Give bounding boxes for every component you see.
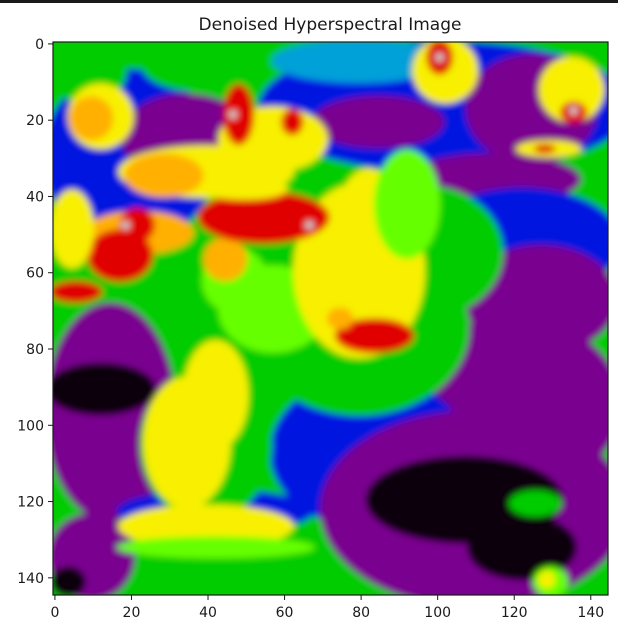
window-top-border xyxy=(0,0,618,3)
heatmap-region-orange xyxy=(69,96,114,141)
heatmap-region-red xyxy=(119,207,155,243)
heatmap-image xyxy=(53,42,608,595)
x-tick-label: 120 xyxy=(501,605,528,621)
heatmap-region-light_grey xyxy=(435,52,444,62)
y-tick-label: 80 xyxy=(26,342,44,358)
x-tick-label: 100 xyxy=(424,605,451,621)
x-tick-label: 60 xyxy=(276,605,294,621)
heatmap-region-yellow xyxy=(53,189,95,269)
heatmap-region-light_green xyxy=(374,149,441,259)
heatmap-region-black xyxy=(466,514,577,581)
heatmap-region-yellow xyxy=(538,570,556,589)
heatmap-region-green xyxy=(141,42,252,92)
heatmap-region-purple xyxy=(312,95,445,149)
x-tick-label: 80 xyxy=(352,605,370,621)
y-axis: 0 20 40 60 80 100 120 140 xyxy=(17,37,53,587)
heatmap-region-red xyxy=(533,144,556,154)
heatmap-region-light_grey xyxy=(228,110,238,119)
y-tick-label: 20 xyxy=(26,113,44,129)
heatmap-region-light_green xyxy=(116,536,315,559)
heatmap-region-light_grey xyxy=(121,220,131,230)
y-tick-label: 120 xyxy=(17,495,44,511)
heatmap-region-orange xyxy=(326,307,354,330)
x-axis: 0 20 40 60 80 100 120 140 xyxy=(50,595,604,621)
heatmap-region-light_grey xyxy=(305,220,314,230)
heatmap-region-orange xyxy=(203,237,248,282)
x-tick-label: 0 xyxy=(50,605,59,621)
heatmap-region-cyan xyxy=(271,42,448,83)
heatmap-region-yellow xyxy=(143,376,231,509)
heatmap-region-orange xyxy=(124,153,204,198)
heatmap-region-red xyxy=(223,83,255,146)
heatmap-region-light_grey xyxy=(569,106,578,115)
plot-frame xyxy=(52,41,609,596)
heatmap-region-yellow xyxy=(538,56,605,123)
x-tick-label: 40 xyxy=(199,605,217,621)
y-tick-label: 60 xyxy=(26,266,44,282)
chart-title: Denoised Hyperspectral Image xyxy=(199,15,462,35)
heatmap-region-yellow xyxy=(200,177,289,200)
y-tick-label: 100 xyxy=(17,418,44,434)
x-tick-label: 20 xyxy=(123,605,141,621)
heatmap-region-red xyxy=(281,108,304,136)
heatmap-region-red xyxy=(53,280,103,303)
x-tick-label: 140 xyxy=(577,605,604,621)
heatmap-region-red xyxy=(334,318,415,354)
y-tick-label: 40 xyxy=(26,189,44,205)
heatmap-region-black xyxy=(53,362,156,416)
heatmap-region-black xyxy=(53,566,86,595)
y-tick-label: 140 xyxy=(17,571,44,587)
y-tick-label: 0 xyxy=(35,37,44,53)
heatmap-region-green xyxy=(508,490,562,517)
